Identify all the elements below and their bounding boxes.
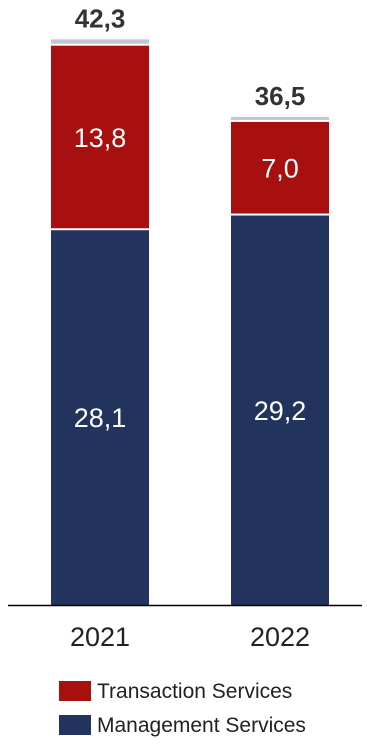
data-label-management-services-2021: 28,1 bbox=[74, 403, 127, 433]
data-label-transaction-services-2021: 13,8 bbox=[74, 123, 127, 153]
stacked-bar-chart: 28,1 13,8 42,3 2021 29,2 7,0 36,5 2022 bbox=[8, 3, 362, 652]
bar-segment-bar-cap-2021 bbox=[51, 39, 149, 45]
bar-segment-bar-cap-2022 bbox=[231, 116, 329, 121]
total-label-2021: 42,3 bbox=[75, 3, 126, 33]
x-tick-label-2021: 2021 bbox=[70, 622, 130, 652]
legend-item-management-services: Management Services bbox=[59, 712, 306, 738]
data-label-transaction-services-2022: 7,0 bbox=[261, 154, 299, 184]
bar-segment-management-services-2021 bbox=[51, 229, 149, 605]
legend: Transaction Services Management Services bbox=[59, 678, 306, 746]
legend-label-transaction-services: Transaction Services bbox=[97, 679, 293, 703]
segment-separator-2021 bbox=[51, 43, 149, 46]
segment-separator-2021 bbox=[51, 228, 149, 231]
bar-segment-transaction-services-2021 bbox=[51, 44, 149, 230]
x-tick-label-2022: 2022 bbox=[250, 622, 310, 652]
legend-swatch-management-services bbox=[59, 715, 91, 735]
segment-separator-2022 bbox=[231, 119, 329, 122]
data-label-management-services-2022: 29,2 bbox=[254, 396, 307, 426]
legend-item-transaction-services: Transaction Services bbox=[59, 678, 306, 704]
total-label-2022: 36,5 bbox=[255, 81, 306, 111]
legend-label-management-services: Management Services bbox=[97, 713, 306, 737]
segment-separator-2022 bbox=[231, 213, 329, 216]
bar-segment-transaction-services-2022 bbox=[231, 120, 329, 215]
legend-swatch-transaction-services bbox=[59, 681, 91, 701]
bar-segment-management-services-2022 bbox=[231, 214, 329, 605]
